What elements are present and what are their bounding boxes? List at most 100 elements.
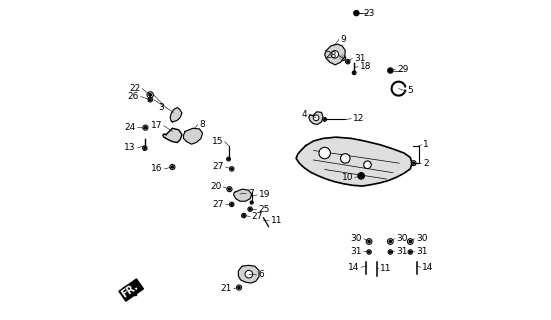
Circle shape xyxy=(354,11,359,16)
Circle shape xyxy=(347,61,349,62)
Circle shape xyxy=(368,240,370,243)
Text: 3: 3 xyxy=(159,103,164,112)
Text: 27: 27 xyxy=(213,200,224,209)
Circle shape xyxy=(388,68,393,73)
Text: 30: 30 xyxy=(350,234,362,243)
Text: 17: 17 xyxy=(151,121,162,130)
Text: 20: 20 xyxy=(210,182,222,191)
Circle shape xyxy=(340,55,345,61)
Text: 7: 7 xyxy=(248,189,253,198)
Text: 2: 2 xyxy=(423,159,429,168)
Circle shape xyxy=(226,157,230,161)
Circle shape xyxy=(144,127,147,129)
Circle shape xyxy=(230,202,234,207)
Circle shape xyxy=(367,250,371,254)
Circle shape xyxy=(409,240,412,243)
Circle shape xyxy=(228,158,229,160)
Circle shape xyxy=(148,98,153,102)
Circle shape xyxy=(366,239,372,244)
Text: 4: 4 xyxy=(301,109,307,118)
Polygon shape xyxy=(163,128,182,142)
Circle shape xyxy=(236,285,241,290)
Circle shape xyxy=(248,207,252,212)
Text: 14: 14 xyxy=(423,263,434,272)
Circle shape xyxy=(245,270,253,278)
Circle shape xyxy=(323,117,327,121)
Circle shape xyxy=(364,161,371,169)
Circle shape xyxy=(230,167,234,171)
Circle shape xyxy=(149,94,152,96)
Text: 16: 16 xyxy=(152,164,163,173)
Circle shape xyxy=(408,250,413,254)
Circle shape xyxy=(143,125,148,130)
Circle shape xyxy=(231,204,233,205)
Circle shape xyxy=(143,146,147,150)
Circle shape xyxy=(243,215,245,216)
Text: 25: 25 xyxy=(258,205,269,214)
Circle shape xyxy=(227,187,232,192)
Circle shape xyxy=(352,71,356,75)
Polygon shape xyxy=(296,137,412,186)
Circle shape xyxy=(241,213,246,218)
Text: 30: 30 xyxy=(396,234,408,243)
Circle shape xyxy=(353,72,355,74)
Text: 8: 8 xyxy=(199,120,205,129)
Circle shape xyxy=(407,239,413,244)
Circle shape xyxy=(368,251,370,253)
Text: 1: 1 xyxy=(423,140,429,149)
Text: 11: 11 xyxy=(380,264,392,273)
Circle shape xyxy=(231,168,233,170)
Text: 11: 11 xyxy=(271,216,282,225)
Text: 30: 30 xyxy=(416,234,428,243)
Circle shape xyxy=(387,239,393,244)
Text: 23: 23 xyxy=(363,9,375,18)
Circle shape xyxy=(390,251,391,253)
Circle shape xyxy=(171,166,174,168)
Text: 13: 13 xyxy=(125,143,136,152)
Circle shape xyxy=(331,51,339,58)
Circle shape xyxy=(409,251,411,253)
Circle shape xyxy=(324,119,326,120)
Text: 29: 29 xyxy=(397,65,408,74)
Text: 31: 31 xyxy=(416,247,428,256)
Circle shape xyxy=(149,99,151,100)
Circle shape xyxy=(229,188,230,190)
Circle shape xyxy=(144,148,145,149)
Text: 12: 12 xyxy=(353,114,364,123)
Circle shape xyxy=(314,115,319,121)
Text: 28: 28 xyxy=(325,51,337,60)
Text: 9: 9 xyxy=(341,35,346,44)
Circle shape xyxy=(345,60,350,64)
Text: 18: 18 xyxy=(360,62,371,71)
Polygon shape xyxy=(239,265,259,283)
Circle shape xyxy=(251,202,252,203)
Circle shape xyxy=(147,92,153,98)
Text: 22: 22 xyxy=(129,84,141,93)
Text: 10: 10 xyxy=(342,173,353,182)
Circle shape xyxy=(389,240,391,243)
Circle shape xyxy=(413,162,414,164)
Text: 24: 24 xyxy=(125,123,136,132)
Polygon shape xyxy=(309,112,323,124)
Circle shape xyxy=(170,164,175,170)
Text: 26: 26 xyxy=(128,92,139,101)
FancyBboxPatch shape xyxy=(123,287,136,294)
Circle shape xyxy=(411,161,416,166)
Circle shape xyxy=(238,286,240,289)
Text: 31: 31 xyxy=(354,54,365,63)
Text: 27: 27 xyxy=(252,212,263,221)
Circle shape xyxy=(249,208,251,210)
Circle shape xyxy=(341,154,350,163)
Text: 31: 31 xyxy=(350,247,362,256)
Polygon shape xyxy=(325,44,345,65)
Circle shape xyxy=(250,201,253,204)
Text: 27: 27 xyxy=(213,163,224,172)
Polygon shape xyxy=(234,189,252,201)
Text: 14: 14 xyxy=(348,263,360,272)
Text: 31: 31 xyxy=(396,247,408,256)
Polygon shape xyxy=(170,108,182,122)
Circle shape xyxy=(342,57,344,59)
Text: 19: 19 xyxy=(258,190,270,199)
Polygon shape xyxy=(183,128,203,144)
Text: 15: 15 xyxy=(212,137,223,146)
